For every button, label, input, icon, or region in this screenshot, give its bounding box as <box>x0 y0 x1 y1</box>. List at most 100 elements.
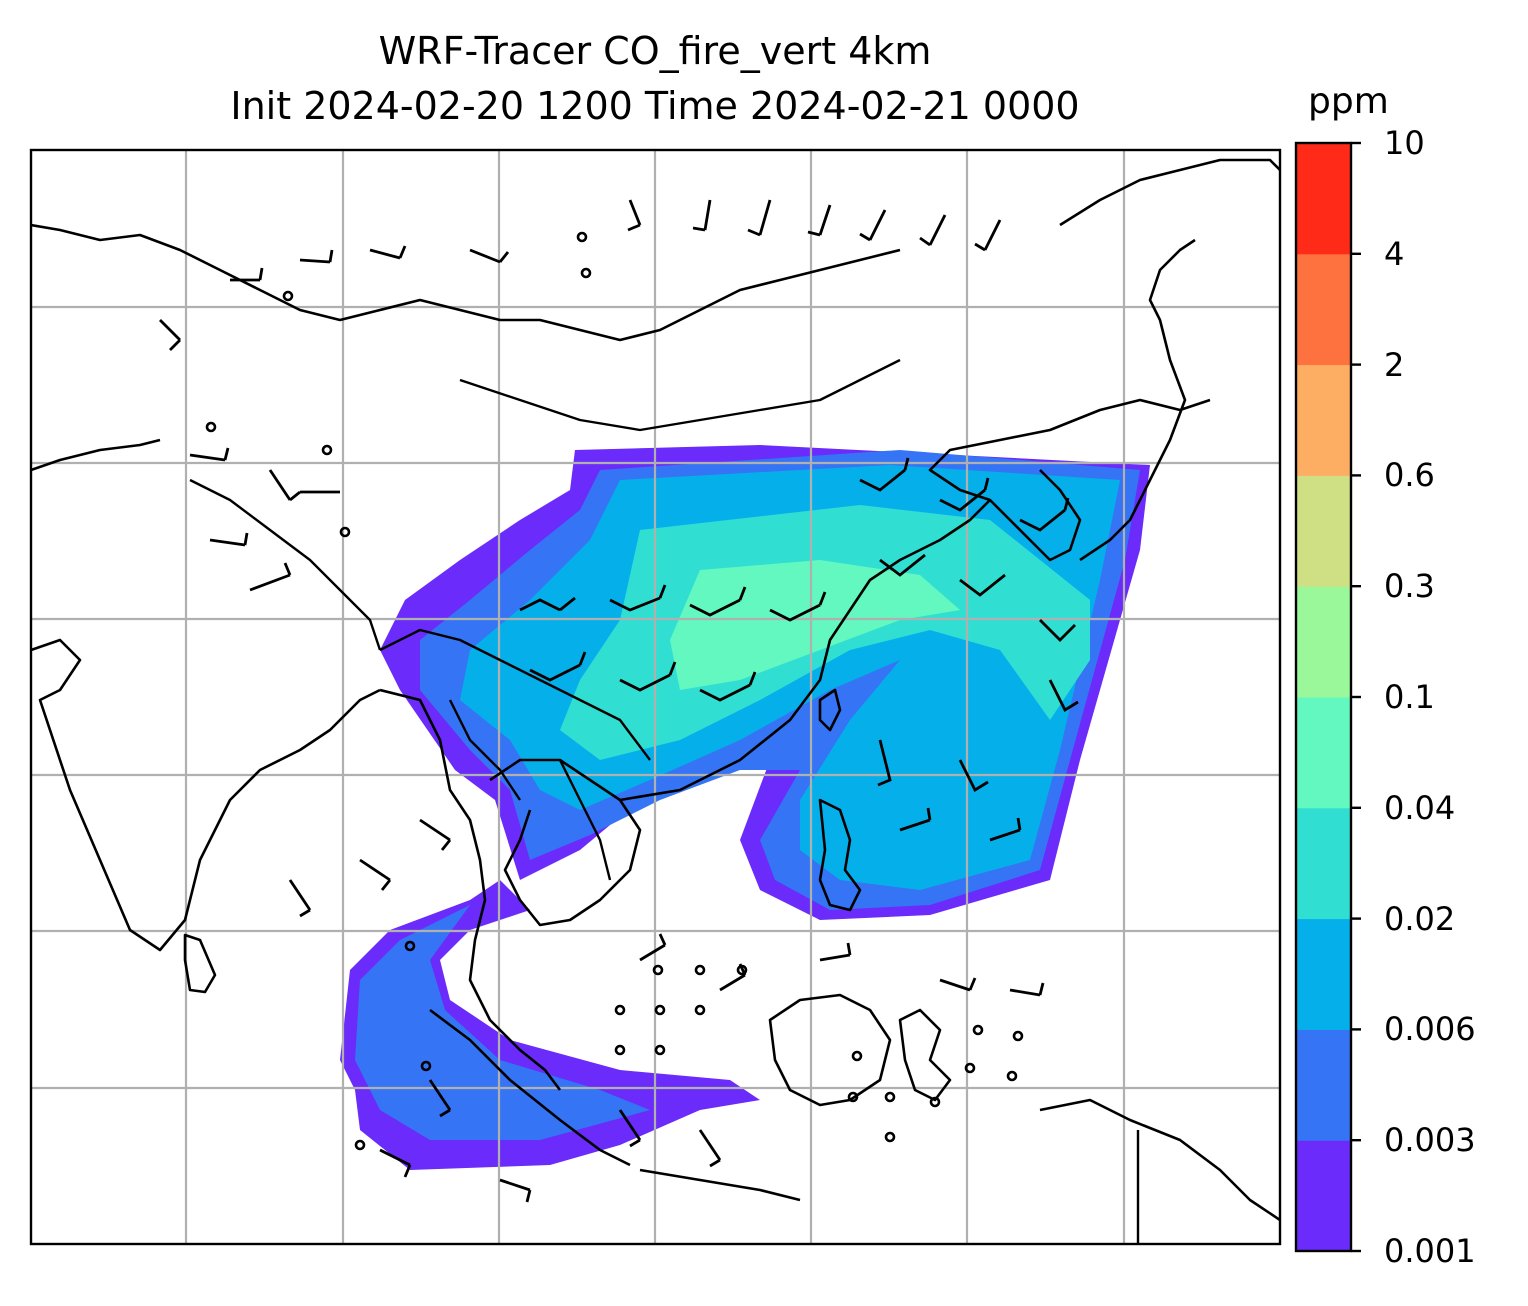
coastline-java <box>639 1168 801 1202</box>
calm-marker <box>884 1091 896 1103</box>
wind-barb <box>230 267 264 282</box>
lat-lon-gridlines <box>31 150 1280 1244</box>
wind-barb <box>428 1079 452 1118</box>
border-china-south <box>379 628 651 761</box>
colorbar-tick-label: 4 <box>1384 234 1405 273</box>
wind-barb <box>619 661 677 692</box>
wind-barb <box>939 477 990 512</box>
colorbar-swatch <box>1296 586 1351 698</box>
co-plume-north <box>380 445 1150 920</box>
colorbar-swatch <box>1296 807 1351 920</box>
wind-barb <box>698 1129 722 1168</box>
wind-barb <box>379 1148 412 1178</box>
colorbar-frame <box>1294 141 1353 1253</box>
coastline-sulawesi <box>898 1008 952 1102</box>
wind-barb <box>1048 679 1079 712</box>
colorbar-tick-label: 10 <box>1384 124 1425 162</box>
calm-marker <box>847 1091 859 1103</box>
coastline-sri-lanka <box>183 933 217 994</box>
border-mongolia <box>459 358 901 432</box>
colorbar-tick-label: 0.04 <box>1384 788 1456 827</box>
colorbar-units: ppm <box>1308 81 1389 122</box>
wind-barb <box>974 219 1002 252</box>
calm-marker <box>884 1131 896 1143</box>
wind-barb <box>769 591 827 622</box>
wind-barb <box>268 469 301 502</box>
colorbar-swatch <box>1296 1140 1351 1252</box>
calm-marker <box>1006 1070 1018 1082</box>
wind-barb <box>958 759 989 792</box>
colorbar-swatch <box>1296 697 1351 809</box>
chart-title-line-2: Init 2024-02-20 1200 Time 2024-02-21 000… <box>230 84 1080 128</box>
wind-barb <box>618 1109 642 1148</box>
coastline-central-asia <box>31 223 901 342</box>
colorbar-tick-label: 0.1 <box>1384 678 1435 716</box>
wind-barb <box>639 933 667 962</box>
colorbar-tick-label: 0.006 <box>1384 1010 1476 1049</box>
colorbar-tick-label: 2 <box>1384 345 1405 384</box>
coastline-japan <box>1079 238 1196 562</box>
wind-barb <box>627 199 642 232</box>
wind-barb <box>747 199 772 237</box>
wind-barb <box>369 245 407 260</box>
coastline-philippines <box>818 798 862 912</box>
calm-marker <box>282 290 294 302</box>
coastline-sumatra <box>429 1008 631 1167</box>
wind-barb <box>919 214 947 247</box>
calm-marker <box>580 267 592 279</box>
map-frame <box>29 148 1282 1246</box>
coastline-borneo <box>768 993 892 1107</box>
wind-barb <box>859 209 887 242</box>
wind-barb <box>419 818 452 851</box>
coastline-new-guinea <box>1039 1098 1280 1222</box>
colorbar-swatch <box>1296 143 1351 255</box>
wind-barb <box>807 204 832 237</box>
wind-barb <box>859 457 910 492</box>
wind-barb <box>1019 497 1070 532</box>
colorbar-swatch <box>1296 364 1351 476</box>
wind-barb <box>249 562 292 592</box>
calm-marker <box>339 526 351 538</box>
colorbar-swatch <box>1296 253 1351 366</box>
wind-barb <box>989 817 1022 842</box>
colorbar-swatch <box>1296 1029 1351 1141</box>
wind-barb <box>209 532 249 547</box>
wind-barb <box>877 739 892 787</box>
coastline-india <box>31 638 381 952</box>
calm-marker <box>654 1004 666 1016</box>
coastline-russia-east <box>1059 158 1280 227</box>
coastline-china <box>619 398 1211 802</box>
wind-barb <box>529 651 587 682</box>
coastlines <box>31 158 1280 1222</box>
border-myanmar <box>448 699 521 801</box>
wind-barb <box>469 248 510 264</box>
wind-barb <box>288 879 312 918</box>
wind-barbs <box>159 199 1079 1203</box>
colorbar <box>1296 141 1361 1253</box>
colorbar-swatch <box>1296 918 1351 1030</box>
wind-barb <box>959 573 1006 597</box>
calm-marker <box>420 1060 432 1072</box>
calm-marker <box>614 1004 626 1016</box>
coastline-korea <box>989 469 1082 562</box>
wind-barb <box>359 858 392 891</box>
calm-marker <box>929 1096 941 1108</box>
wind-barb <box>519 596 576 612</box>
colorbar-swatch <box>1296 475 1351 587</box>
calm-marker <box>654 1044 666 1056</box>
calm-marker <box>694 964 706 976</box>
border-west-china <box>189 478 382 651</box>
calm-marker <box>205 421 217 433</box>
calm-marker <box>972 1024 984 1036</box>
wind-barb <box>879 553 926 577</box>
wind-barb <box>499 1178 532 1203</box>
wind-barb <box>1039 619 1076 642</box>
wind-barb <box>159 319 181 351</box>
calm-marker <box>652 964 664 976</box>
wind-barb <box>899 807 932 832</box>
calm-marker <box>321 444 333 456</box>
wind-barb <box>689 586 747 617</box>
calm-marker <box>1012 1030 1024 1042</box>
colorbar-tick-label: 0.3 <box>1384 567 1435 606</box>
